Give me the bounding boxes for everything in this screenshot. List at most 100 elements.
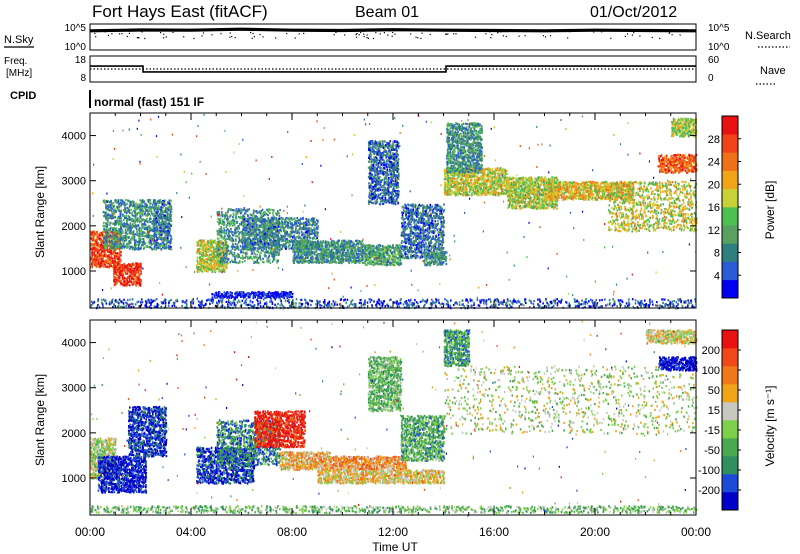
power-cell [111,265,113,268]
power-cell [122,242,125,246]
power-cell [94,243,96,246]
power-cell [252,245,254,249]
power-cell [169,245,171,248]
power-cell [157,201,160,204]
power-cell [240,249,242,252]
power-cell [113,284,116,287]
power-cell [209,261,211,264]
power-cell [291,224,293,227]
power-cell [221,222,223,225]
power-cell [115,210,117,213]
power-cell [252,249,255,252]
power-cell [106,240,109,243]
freq-right-tick-top: 60 [708,55,720,66]
noise-point [144,37,146,40]
power-cell [114,252,117,255]
power-cell [222,236,225,240]
power-cell [271,252,273,255]
power-cell [108,240,111,243]
noise-point [544,36,547,38]
power-cell [91,263,93,266]
power-cell [216,230,219,233]
power-cell [203,265,205,268]
power-cell [255,215,258,218]
power-cell [139,266,141,269]
noise-left-tick-bottom: 10^0 [65,42,87,53]
power-cell [245,233,247,236]
power-cell [134,225,136,228]
power-cell [112,260,114,263]
noise-point [453,33,455,35]
power-cell [137,211,140,214]
power-cell [213,250,215,253]
power-cell [94,231,97,234]
power-cell [134,217,137,220]
power-cell [97,253,100,257]
power-cell [124,266,127,269]
power-cell [274,226,277,229]
power-cell [273,258,276,261]
power-cell [200,269,202,272]
power-cell [104,201,106,205]
power-data-cells [90,113,698,310]
power-cell [106,218,108,221]
power-cell [273,255,275,258]
power-cell [132,270,134,273]
power-cell [219,233,222,236]
power-cell [272,214,275,217]
power-cell [98,238,101,241]
power-cell [120,204,123,207]
power-cell [279,208,281,212]
power-cell [258,262,260,265]
power-cell [305,243,308,246]
power-cell [125,237,128,240]
power-cell [104,263,106,266]
power-cell [270,227,272,230]
power-cell [132,204,135,207]
power-cell [274,212,277,215]
power-cell [257,211,259,214]
power-cell [163,228,165,231]
power-cell [227,249,229,252]
power-cell [167,241,170,244]
power-cell [219,247,221,250]
power-cell [139,284,142,287]
power-cell [132,217,134,220]
power-cell [111,261,113,264]
power-cell [143,231,146,234]
power-cell [110,215,113,218]
power-cell [282,237,284,240]
power-cell [245,212,247,215]
power-cell [253,260,255,263]
power-cell [243,248,246,251]
power-cell [285,240,288,243]
power-cell [113,257,116,260]
power-cell [108,258,111,261]
power-cell [164,228,167,231]
power-cell [140,269,142,273]
power-cell [150,243,153,246]
power-cell [223,270,226,273]
power-cell [285,224,287,227]
power-cell [218,222,221,225]
power-cell [123,218,125,221]
noise-point [601,31,603,33]
noise-point [491,34,493,36]
power-cell [233,234,235,237]
power-cell [118,257,120,260]
power-cell [149,242,151,245]
power-cell [124,264,127,267]
noise-point [455,33,457,35]
noise-right-label: N.Search [745,30,791,42]
power-cell [292,243,294,246]
noise-point [360,31,362,34]
power-cell [157,214,160,217]
power-cell [212,246,215,249]
power-cell [120,210,122,213]
power-cell [100,242,103,245]
power-cell [274,239,276,242]
power-cell [210,241,213,244]
power-cell [218,268,220,271]
power-cell [239,217,241,220]
power-cell [287,235,289,238]
